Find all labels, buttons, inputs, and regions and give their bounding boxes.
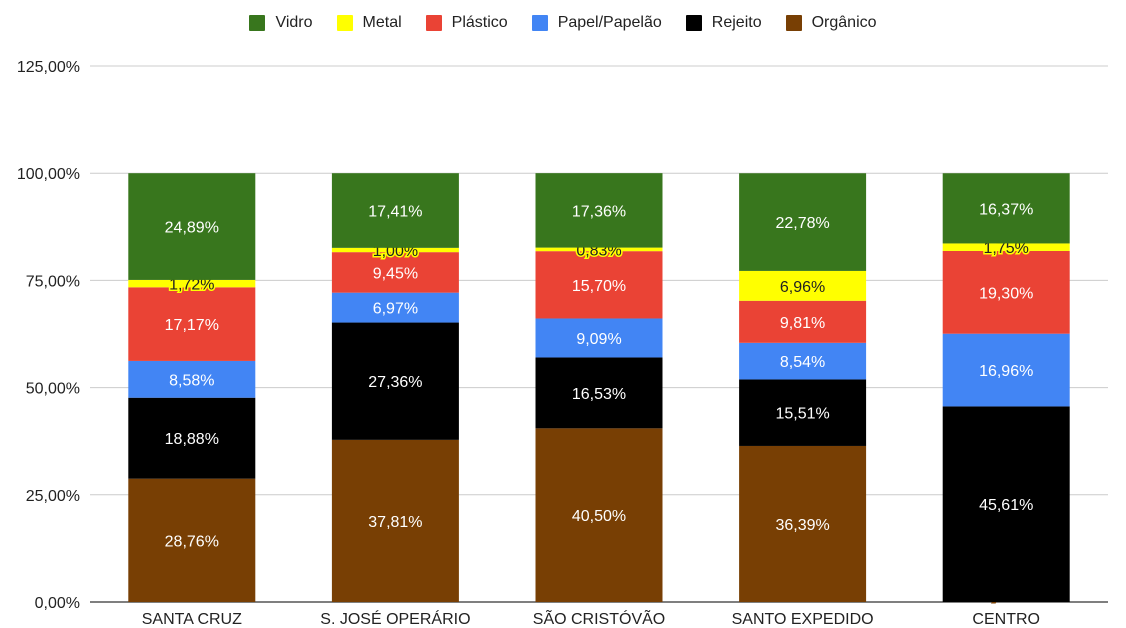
y-tick-label: 125,00% [17,59,80,76]
legend-swatch-plastico [425,15,442,31]
legend-item-organico: Orgânico [785,14,877,32]
data-label-vidro: 24,89% [165,220,219,237]
bar-segment-plastico [942,250,1070,334]
bar-segment-papel-papelao [942,333,1070,407]
y-tick-label: 75,00% [26,273,80,290]
bar-segment-vidro [739,173,867,271]
x-category-label: SÃO CRISTÓVÃO [533,608,665,628]
legend-label-plastico: Plástico [451,14,508,31]
bar-segment-papel-papelao [535,318,663,358]
legend-item-vidro: Vidro [249,14,313,32]
y-tick-label: 25,00% [26,488,80,505]
bar-segment-rejeito [535,357,663,429]
bar-segment-metal [535,247,663,252]
legend-swatch-organico [785,15,802,31]
data-label-metal: 1,72% [169,277,214,294]
legend-label-papel-papelao: Papel/Papelão [557,14,662,31]
legend-swatch-metal [336,15,353,31]
data-label-plastico: 9,45% [373,265,418,282]
bar-segment-vidro [128,173,256,280]
y-tick-label: 50,00% [26,381,80,398]
bar-segment-plastico [739,300,867,343]
bar-segment-rejeito [128,397,256,479]
x-category-label: SANTA CRUZ [142,611,242,628]
legend-item-papel-papelao: Papel/Papelão [531,14,662,32]
bar-segment-plastico [128,287,256,361]
y-tick-label: 100,00% [17,166,80,183]
bar-segment-vidro [942,173,1070,244]
data-label-papel-papelao: 16,96% [979,363,1033,380]
data-label-plastico: 15,70% [572,278,626,295]
legend-label-metal: Metal [362,14,402,31]
bar-segment-metal [128,279,256,288]
bar-segment-metal [739,270,867,301]
legend-label-organico: Orgânico [811,14,877,31]
bar-segment-papel-papelao [739,342,867,380]
bar-segment-metal [942,243,1070,251]
x-category-label: S. JOSÉ OPERÁRIO [320,609,470,628]
data-label-vidro: 22,78% [775,215,829,232]
bar-segment-plastico [331,252,459,293]
bar-segment-rejeito [942,406,1070,602]
data-label-vidro: 16,37% [979,201,1033,218]
bar-segment-papel-papelao [128,360,256,398]
bar-segment-vidro [331,173,459,248]
legend-swatch-rejeito [685,15,702,31]
bar-segment-plastico [535,251,663,319]
bar-segment-organico [739,445,867,602]
x-category-label: CENTRO [972,611,1040,628]
data-label-rejeito: 15,51% [775,406,829,423]
data-label-organico: 28,76% [165,533,219,550]
data-label-papel-papelao: 8,54% [780,354,825,371]
bar-segment-papel-papelao [331,292,459,323]
y-tick-label: 0,00% [35,595,80,612]
bar-segment-organico [535,428,663,602]
bar-segment-organico [128,478,256,602]
legend-label-vidro: Vidro [275,14,313,31]
legend-item-rejeito: Rejeito [685,14,762,32]
bar-segment-vidro [535,173,663,248]
legend-swatch-papel-papelao [531,15,548,31]
chart-legend: Vidro Metal Plástico Papel/Papelão Rejeito Or… [0,10,1126,36]
data-label-rejeito: 18,88% [165,431,219,448]
legend-swatch-vidro [249,15,266,31]
data-label-organico: 40,50% [572,508,626,525]
data-label-metal: 1,75% [984,240,1029,257]
bar-segment-metal [331,247,459,253]
data-label-metal: 6,96% [780,279,825,296]
legend-label-rejeito: Rejeito [711,14,762,31]
bar-segment-rejeito [331,322,459,440]
data-label-vidro: 17,36% [572,203,626,220]
data-label-plastico: 19,30% [979,285,1033,302]
data-label-organico: 36,39% [775,517,829,534]
data-label-vidro: 17,41% [368,204,422,221]
x-category-label: SANTO EXPEDIDO [732,611,874,628]
data-label-plastico: 17,17% [165,317,219,334]
data-label-plastico: 9,81% [780,315,825,332]
data-label-papel-papelao: 8,58% [169,372,214,389]
legend-item-metal: Metal [336,14,402,32]
legend-item-plastico: Plástico [425,14,508,32]
data-label-rejeito: 16,53% [572,386,626,403]
bar-segment-rejeito [739,379,867,446]
data-label-rejeito: 45,61% [979,497,1033,514]
bar-segment-organico [331,439,459,602]
data-label-papel-papelao: 9,09% [576,331,621,348]
data-label-rejeito: 27,36% [368,374,422,391]
data-label-organico: 37,81% [368,514,422,531]
data-label-papel-papelao: 6,97% [373,301,418,318]
